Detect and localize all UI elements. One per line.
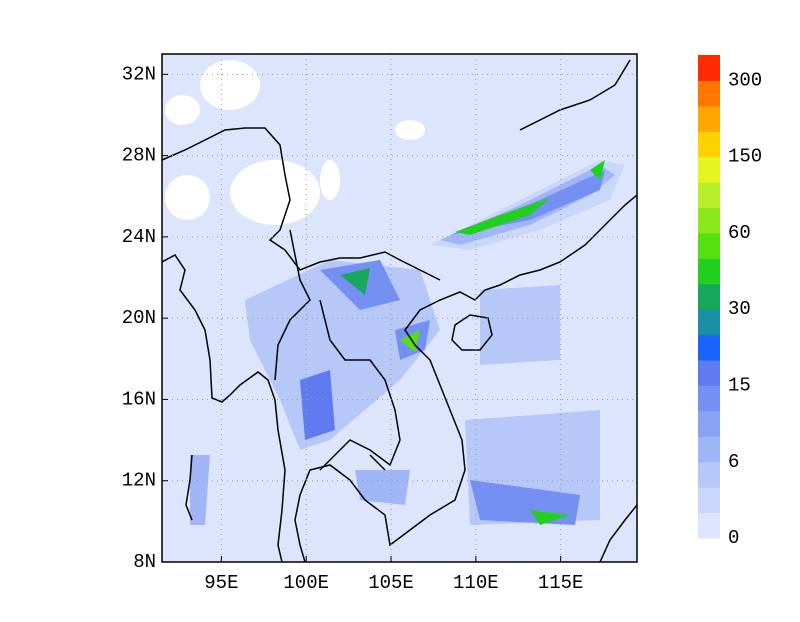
colorbar-label: 60 [728,222,751,244]
no-data-patch [165,175,210,220]
y-tick-label: 12N [122,470,156,492]
contour-region [590,160,605,180]
contour-region [400,330,420,352]
colorbar-segment [698,385,720,412]
y-tick-label: 16N [122,388,156,410]
contour-region [340,268,370,295]
colorbar-segment [698,232,720,259]
coastline [519,59,637,562]
colorbar-segment [698,131,720,158]
y-tick-label: 28N [122,145,156,167]
colorbar-segment [698,55,720,81]
colorbar-label: 0 [728,527,739,549]
coastline [185,454,193,521]
coastlines [162,59,637,562]
colorbar-segment [698,487,720,514]
coastline [162,254,286,562]
axes: 95E 100E 105E 110E 115E 8N 12N 16N 20N 24N 28N 32N [122,63,584,594]
x-tick-label: 95E [204,572,238,594]
colorbar-segment [698,207,720,234]
coastline [451,314,493,351]
colorbar-segment [698,309,720,336]
x-tick-label: 100E [283,572,329,594]
colorbar: 0 6 15 30 60 150 300 [698,55,762,549]
y-tick-label: 8N [133,551,156,573]
coastline [162,127,441,281]
contour-region [355,470,410,505]
colorbar-segment [698,512,720,539]
x-tick-label: 115E [538,572,584,594]
colorbar-segment [698,182,720,209]
contour-region [530,510,570,525]
colorbar-segment [698,258,720,285]
colorbar-segment [698,410,720,437]
contour-field [162,54,637,562]
colorbar-label: 15 [728,374,751,396]
colorbar-segment [698,156,720,183]
plot-frame [161,53,638,563]
no-data-patch [200,60,260,110]
contour-region [245,260,440,450]
no-data-patch [230,160,320,225]
contour-region [455,198,550,235]
colorbar-segment [698,360,720,386]
colorbar-segment [698,436,720,463]
coastline [274,229,401,471]
y-tick-label: 24N [122,226,156,248]
x-tick-label: 110E [453,572,499,594]
colorbar-segment [698,334,720,361]
y-tick-label: 32N [122,63,156,85]
colorbar-segment [698,283,720,310]
no-data-patch [320,160,340,200]
colorbar-label: 300 [728,69,762,91]
colorbar-segment [698,80,720,107]
no-data-patch [395,120,425,140]
colorbar-label: 150 [728,146,762,168]
colorbar-label: 6 [728,451,739,473]
coastline [294,194,637,562]
y-tick-label: 20N [122,307,156,329]
no-data-patch [165,95,200,125]
colorbar-segment [698,461,720,488]
contour-region [190,455,210,525]
x-tick-label: 105E [368,572,414,594]
contour-region [480,285,560,365]
colorbar-segment [698,105,720,132]
colorbar-label: 30 [728,298,751,320]
contour-region [300,370,335,440]
